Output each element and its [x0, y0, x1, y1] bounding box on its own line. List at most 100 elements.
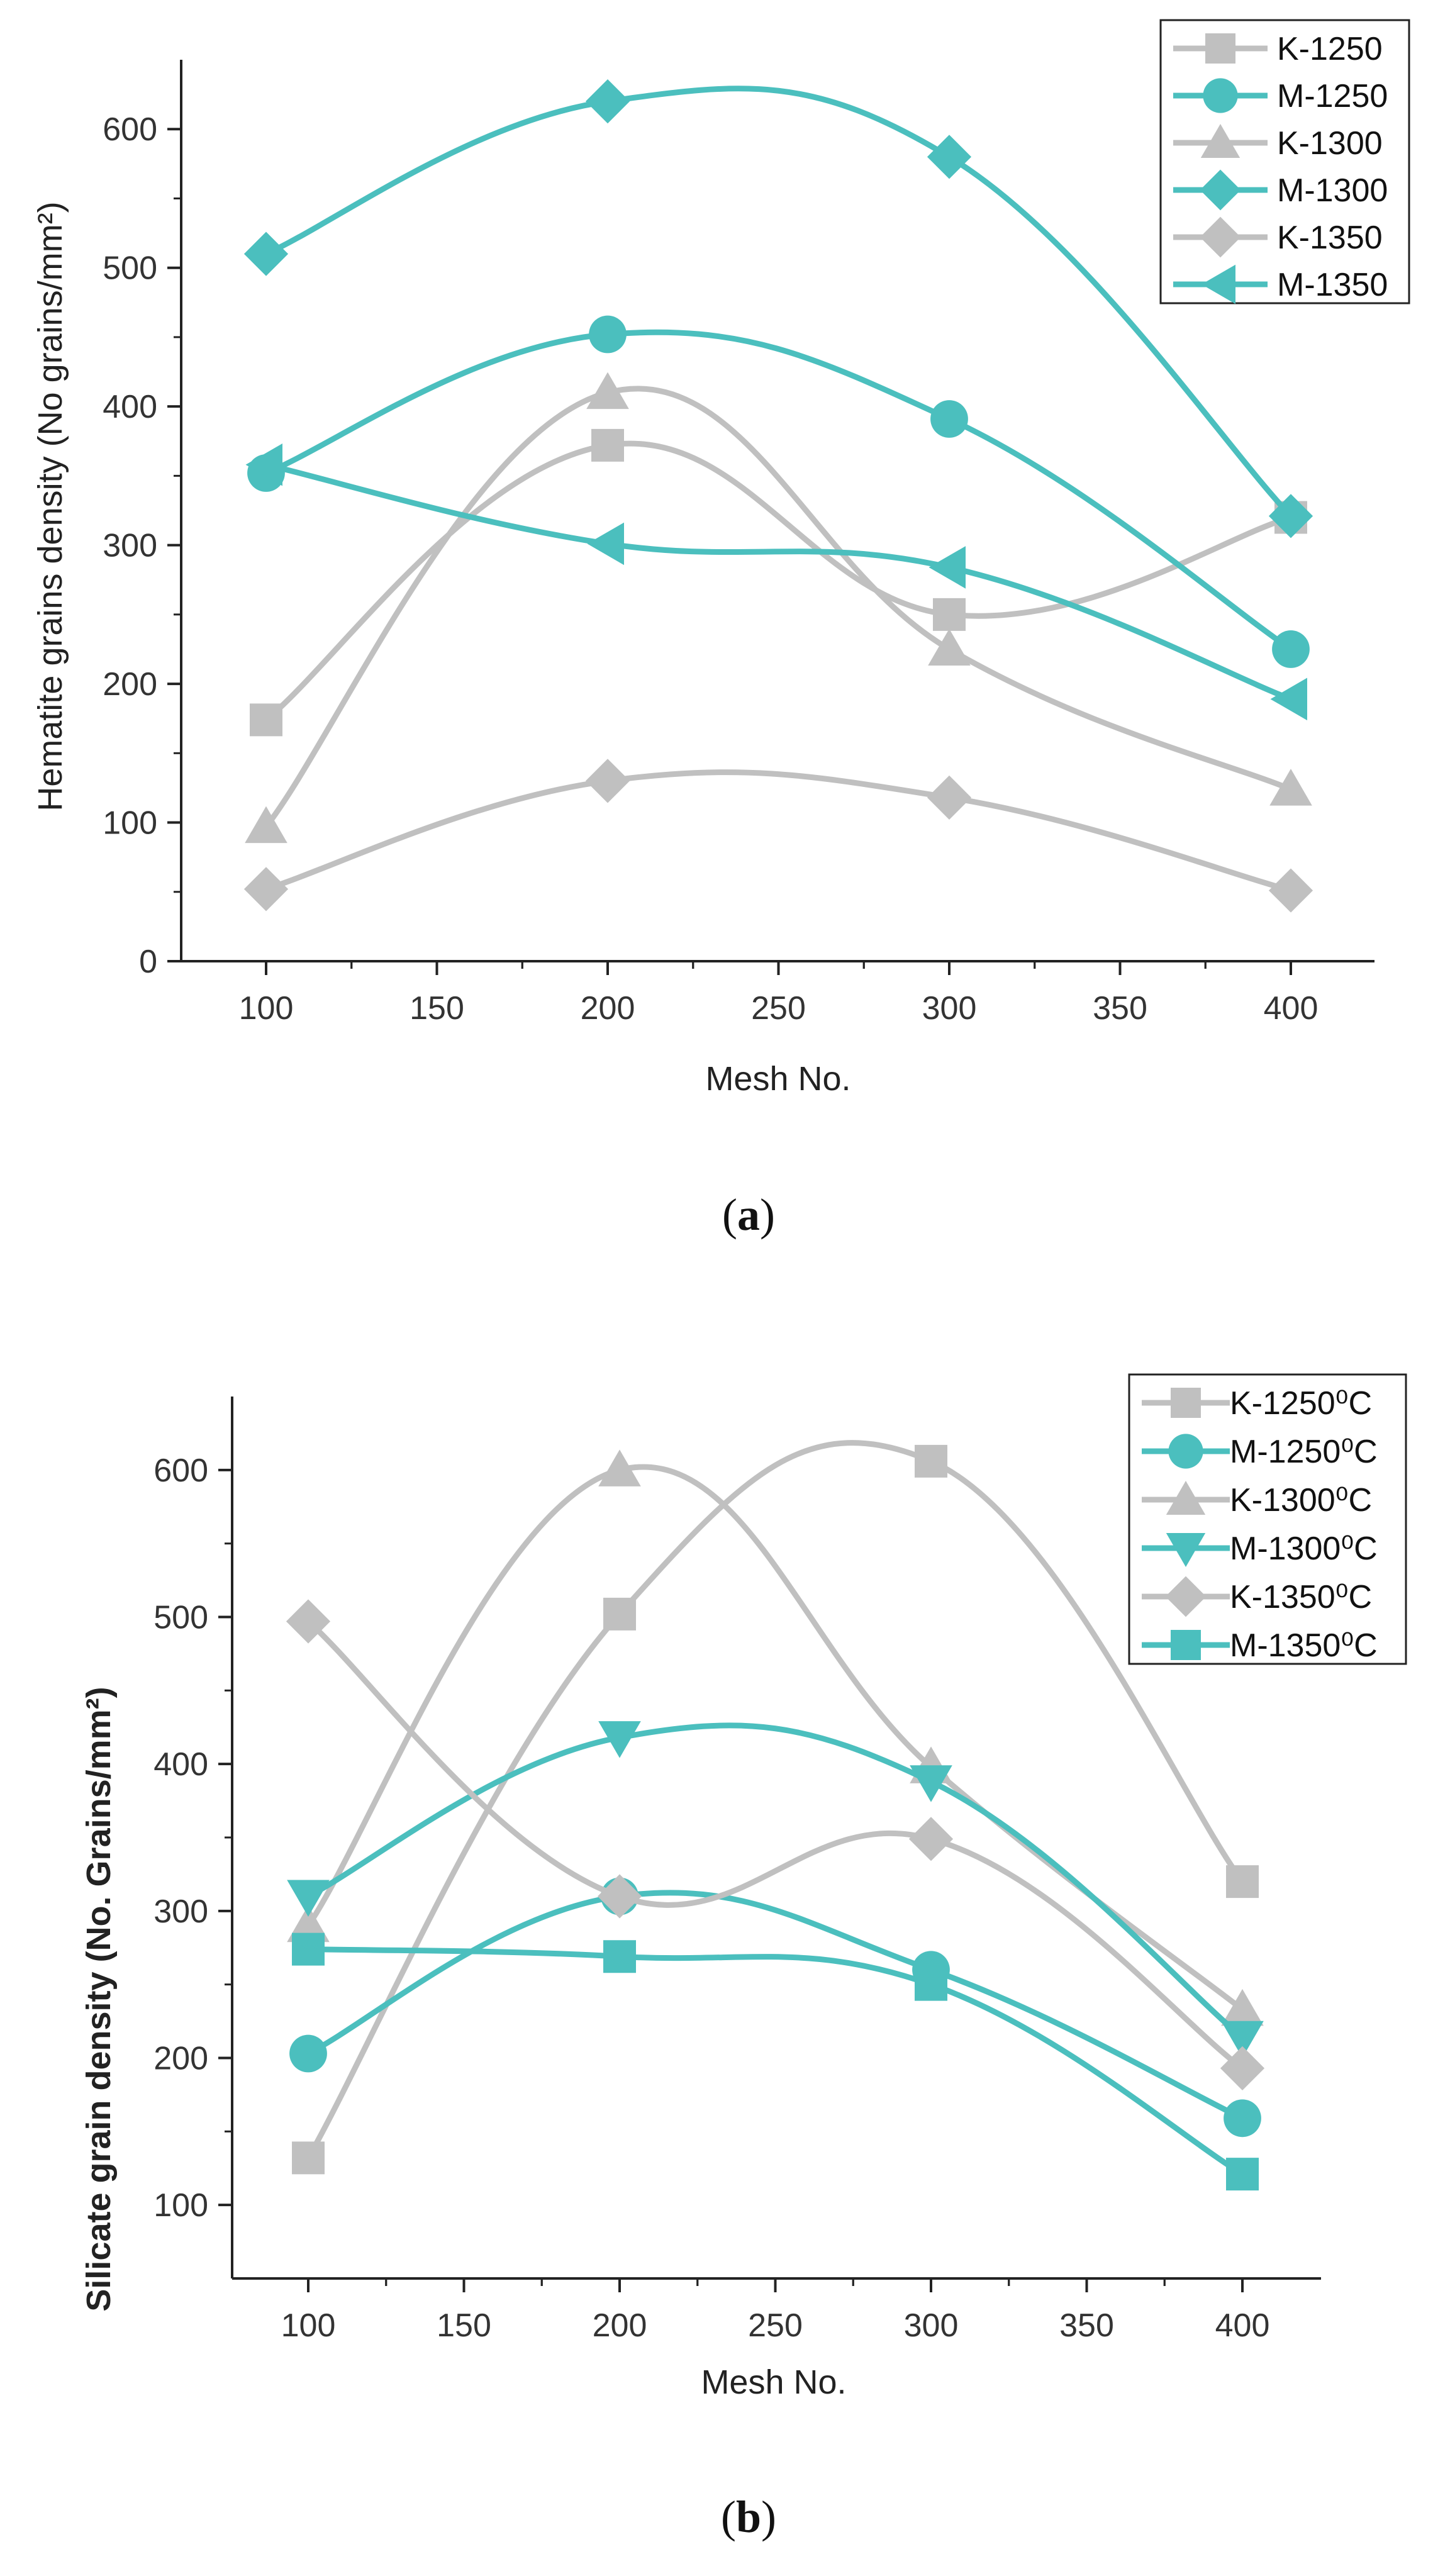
- data-point: [910, 1765, 952, 1802]
- series-K-1350: [243, 759, 1313, 913]
- legend-marker: [1171, 1630, 1201, 1660]
- data-point: [1221, 2021, 1264, 2058]
- legend-label: K-1250: [1277, 31, 1383, 67]
- legend-label: M-1350⁰C: [1230, 1627, 1378, 1664]
- x-tick-label: 150: [437, 2307, 491, 2344]
- x-tick-label: 150: [410, 990, 464, 1027]
- legend-item: M-1250: [1173, 78, 1388, 114]
- y-tick-label: 400: [103, 389, 157, 425]
- series-M-1250: [247, 315, 1310, 668]
- y-tick-label: 100: [103, 805, 157, 842]
- data-point: [586, 372, 629, 410]
- legend-marker: [1166, 1533, 1206, 1567]
- y-tick-label: 400: [153, 1746, 208, 1783]
- data-point: [1224, 2099, 1261, 2138]
- data-point: [915, 1444, 947, 1478]
- series-line: [265, 462, 1292, 702]
- legend-marker: [1166, 1481, 1206, 1515]
- data-point: [927, 775, 972, 820]
- legend-label: M-1250⁰C: [1230, 1434, 1378, 1470]
- data-point: [286, 1599, 331, 1644]
- series-line: [265, 86, 1293, 518]
- data-point: [597, 1874, 642, 1919]
- data-point: [243, 867, 289, 912]
- legend-marker: [1168, 1434, 1203, 1469]
- y-tick-label: 500: [103, 250, 157, 287]
- data-point: [598, 1449, 641, 1486]
- legend-item: K-1350⁰C: [1142, 1576, 1372, 1617]
- legend-marker: [1200, 216, 1241, 258]
- data-point: [915, 1968, 947, 2001]
- y-axis-title: Hematite grains density (No grains/mm²): [31, 201, 69, 811]
- legend-label: M-1300: [1277, 172, 1388, 209]
- data-point: [585, 759, 630, 803]
- y-tick-label: 600: [103, 111, 157, 148]
- legend-item: M-1250⁰C: [1142, 1434, 1378, 1470]
- x-tick-label: 300: [904, 2307, 959, 2344]
- series-M-1350⁰C: [292, 1932, 1259, 2191]
- y-tick-label: 200: [153, 2041, 208, 2077]
- legend-item: K-1300: [1173, 124, 1383, 162]
- data-point: [928, 546, 966, 589]
- legend-marker: [1202, 264, 1235, 304]
- series-line: [265, 769, 1292, 893]
- data-point: [287, 1905, 330, 1943]
- data-point: [287, 1880, 330, 1917]
- data-point: [292, 2141, 325, 2175]
- x-axis-title: Mesh No.: [701, 2363, 846, 2401]
- y-tick-label: 600: [153, 1452, 208, 1489]
- data-point: [598, 1721, 641, 1758]
- y-tick-label: 300: [103, 528, 157, 564]
- data-point: [603, 1597, 636, 1631]
- legend-label: M-1300⁰C: [1230, 1531, 1378, 1567]
- y-tick-label: 0: [139, 944, 157, 980]
- x-tick-label: 400: [1264, 990, 1319, 1027]
- data-point: [245, 443, 282, 486]
- legend-label: K-1300⁰C: [1230, 1482, 1372, 1519]
- y-tick-label: 500: [153, 1600, 208, 1636]
- series-K-1250⁰C: [292, 1440, 1259, 2175]
- x-tick-label: 250: [751, 990, 806, 1027]
- legend-item: K-1250⁰C: [1142, 1385, 1372, 1422]
- data-point: [928, 628, 971, 666]
- x-tick-label: 300: [922, 990, 977, 1027]
- data-point: [1221, 1988, 1264, 2026]
- data-point: [585, 79, 630, 124]
- data-point: [908, 1817, 954, 1861]
- data-point: [1226, 2158, 1259, 2191]
- series-line: [306, 1440, 1245, 2160]
- x-tick-label: 200: [581, 990, 635, 1027]
- legend-item: M-1350: [1173, 264, 1388, 304]
- caption-b: (b): [721, 2492, 776, 2542]
- data-point: [289, 2034, 327, 2073]
- data-point: [245, 806, 287, 844]
- data-point: [589, 315, 627, 354]
- data-point: [1272, 630, 1310, 668]
- chart-a-hematite: 0 100 200 300 400 500 600 100 150 200 250 300 350 400…: [31, 19, 1410, 1240]
- data-point: [591, 428, 624, 462]
- series-line: [306, 1722, 1244, 2040]
- series-line: [308, 1946, 1244, 2177]
- series-line: [264, 440, 1292, 722]
- x-tick-label: 400: [1215, 2307, 1270, 2344]
- series-K-1300: [245, 372, 1312, 844]
- y-tick-label: 100: [153, 2187, 208, 2224]
- series-M-1350: [245, 443, 1307, 721]
- legend-item: K-1300⁰C: [1142, 1481, 1372, 1519]
- x-tick-label: 100: [281, 2307, 336, 2344]
- data-point: [1270, 677, 1307, 721]
- legend-marker: [1200, 169, 1241, 211]
- legend-item: M-1300⁰C: [1142, 1531, 1378, 1567]
- data-point: [1268, 868, 1313, 913]
- series-line: [306, 1890, 1244, 2121]
- legend-item: M-1300: [1173, 169, 1388, 211]
- y-tick-label: 200: [103, 666, 157, 703]
- series-K-1300⁰C: [287, 1449, 1264, 2026]
- legend-label: K-1300: [1277, 125, 1383, 162]
- data-point: [933, 598, 966, 631]
- legend-marker: [1165, 1576, 1207, 1617]
- legend-marker: [1205, 33, 1235, 64]
- data-point: [930, 400, 968, 438]
- legend-item: K-1250: [1173, 31, 1383, 67]
